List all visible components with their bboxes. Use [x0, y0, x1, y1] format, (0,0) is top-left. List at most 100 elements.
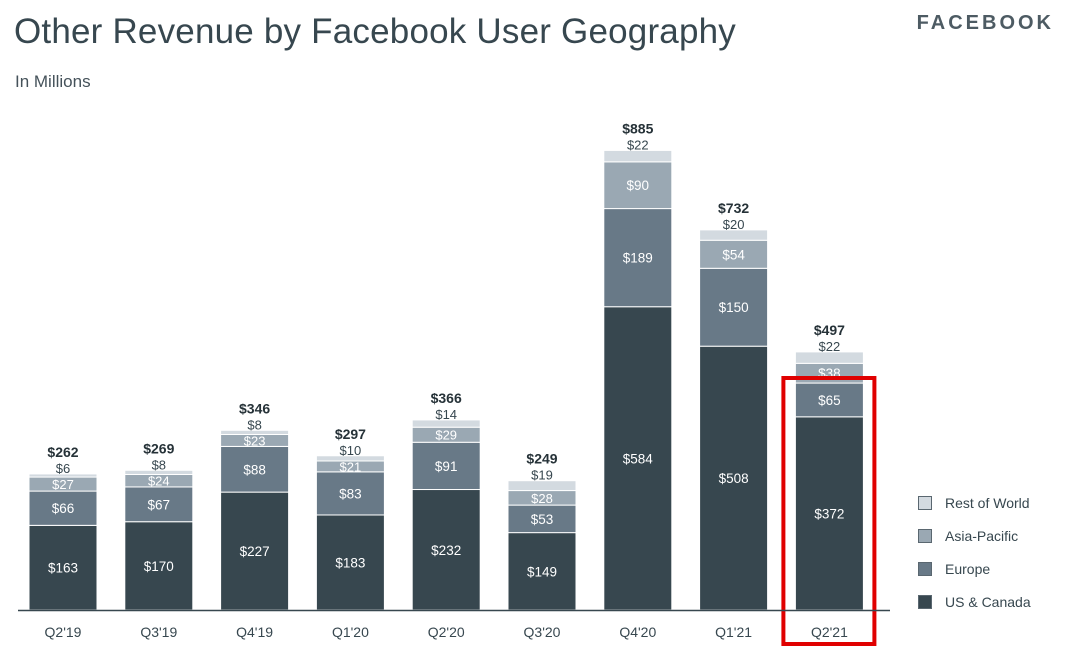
highlight-box	[781, 376, 877, 646]
segment-value-label: $83	[339, 486, 362, 501]
bar-group: $163 $66 $27$6$262	[28, 444, 98, 611]
bar-segment	[699, 345, 769, 611]
segment-value-label: $163	[48, 561, 78, 576]
segment-value-label: $10	[340, 443, 362, 458]
segment-value-label: $19	[531, 468, 553, 483]
legend-item-asia-pacific: Asia-Pacific	[918, 519, 1031, 552]
bar-segment	[603, 208, 673, 308]
total-value-label: $497	[814, 322, 845, 338]
segment-value-label: $22	[819, 339, 841, 354]
x-tick-label: Q3'20	[524, 624, 561, 640]
total-value-label: $262	[47, 444, 78, 460]
total-value-label: $885	[622, 120, 653, 136]
segment-value-label: $149	[527, 564, 557, 579]
legend-item-us-canada: US & Canada	[918, 585, 1031, 618]
segment-value-label: $53	[531, 512, 554, 527]
bar-segment	[220, 491, 290, 611]
bar-segment	[315, 471, 385, 516]
bar-group: $227 $88 $23$8$346	[220, 400, 290, 611]
segment-value-label: $170	[144, 559, 174, 574]
segment-value-label: $20	[723, 217, 745, 232]
bar-group: $508 $150 $54 $20$732	[699, 200, 769, 611]
segment-value-label: $150	[719, 300, 749, 315]
segment-value-label: $232	[431, 543, 461, 558]
total-value-label: $366	[431, 390, 462, 406]
bar-segment	[507, 480, 577, 492]
segment-value-label: $22	[627, 137, 649, 152]
segment-value-label: $67	[148, 497, 171, 512]
bar-segment	[315, 514, 385, 611]
facebook-logo: FACEBOOK	[916, 12, 1054, 34]
bar-segment	[411, 441, 481, 491]
segment-value-label: $27	[52, 477, 74, 492]
legend-label: Europe	[945, 560, 991, 577]
bar-group: $584 $189 $90 $22$885	[603, 120, 673, 611]
legend-label: US & Canada	[945, 593, 1031, 610]
segment-value-label: $584	[623, 451, 654, 466]
total-value-label: $297	[335, 426, 366, 442]
bar-segment	[220, 429, 290, 435]
bar-group: $170 $67 $24 $8$269	[124, 440, 194, 611]
segment-value-label: $8	[247, 417, 261, 432]
x-tick-label: Q3'19	[140, 624, 177, 640]
chart-legend: Rest of World Asia-Pacific Europe US & C…	[918, 486, 1031, 618]
chart-title: Other Revenue by Facebook User Geography	[14, 12, 736, 51]
segment-value-label: $227	[240, 544, 270, 559]
x-tick-label: Q1'21	[715, 624, 752, 640]
x-tick-label: Q2'20	[428, 624, 465, 640]
bar-group: $372$65$38$22$497	[794, 322, 864, 611]
legend-swatch-europe	[918, 561, 932, 576]
segment-value-label: $508	[719, 471, 749, 486]
bar-group: $149 $53 $28 $19$249	[507, 451, 577, 611]
bar-segment	[411, 419, 481, 428]
segment-value-label: $6	[56, 461, 70, 476]
segment-value-label: $65	[818, 393, 841, 408]
segment-value-label: $189	[623, 251, 653, 266]
bar-segment	[28, 490, 98, 526]
bar-segment	[794, 382, 864, 418]
legend-swatch-asia-pacific	[918, 528, 932, 543]
legend-label: Asia-Pacific	[945, 527, 1019, 544]
bar-segment	[124, 469, 194, 475]
legend-item-europe: Europe	[918, 552, 1031, 585]
bar-segment	[28, 473, 98, 478]
segment-value-label: $183	[335, 555, 365, 570]
bar-segment	[794, 351, 864, 364]
bar-segment	[507, 532, 577, 611]
segment-value-label: $54	[722, 247, 745, 262]
x-tick-label: Q2'19	[45, 624, 82, 640]
x-tick-label: Q2'21	[811, 624, 848, 640]
bar-group: $183 $83 $21$10$297	[315, 426, 385, 611]
segment-value-label: $90	[627, 178, 650, 193]
segment-value-label: $29	[435, 428, 457, 443]
bar-segment	[315, 455, 385, 462]
bar-group: $232 $91 $29 $14$366	[411, 390, 481, 611]
bar-segment	[603, 161, 673, 210]
segment-value-label: $24	[148, 474, 170, 489]
segment-value-label: $21	[340, 459, 362, 474]
total-value-label: $732	[718, 200, 749, 216]
bar-segment	[699, 229, 769, 241]
legend-swatch-rest-of-world	[918, 495, 932, 510]
segment-value-label: $66	[52, 501, 75, 516]
segment-value-label: $23	[244, 433, 266, 448]
chart-subtitle: In Millions	[15, 72, 91, 91]
segment-value-label: $88	[243, 462, 266, 477]
bar-segment	[124, 486, 194, 523]
segment-value-label: $28	[531, 491, 553, 506]
x-tick-label: Q4'20	[619, 624, 656, 640]
segment-value-label: $91	[435, 459, 458, 474]
bar-segment	[220, 445, 290, 493]
bar-segment	[603, 149, 673, 163]
bar-segment	[699, 267, 769, 347]
x-tick-label: Q4'19	[236, 624, 273, 640]
legend-swatch-us-canada	[918, 594, 932, 609]
bar-segment	[411, 489, 481, 611]
segment-value-label: $8	[152, 457, 166, 472]
bar-segment	[794, 416, 864, 611]
bar-segment	[507, 504, 577, 534]
total-value-label: $346	[239, 400, 270, 416]
x-tick-label: Q1'20	[332, 624, 369, 640]
segment-value-label: $372	[814, 506, 844, 521]
